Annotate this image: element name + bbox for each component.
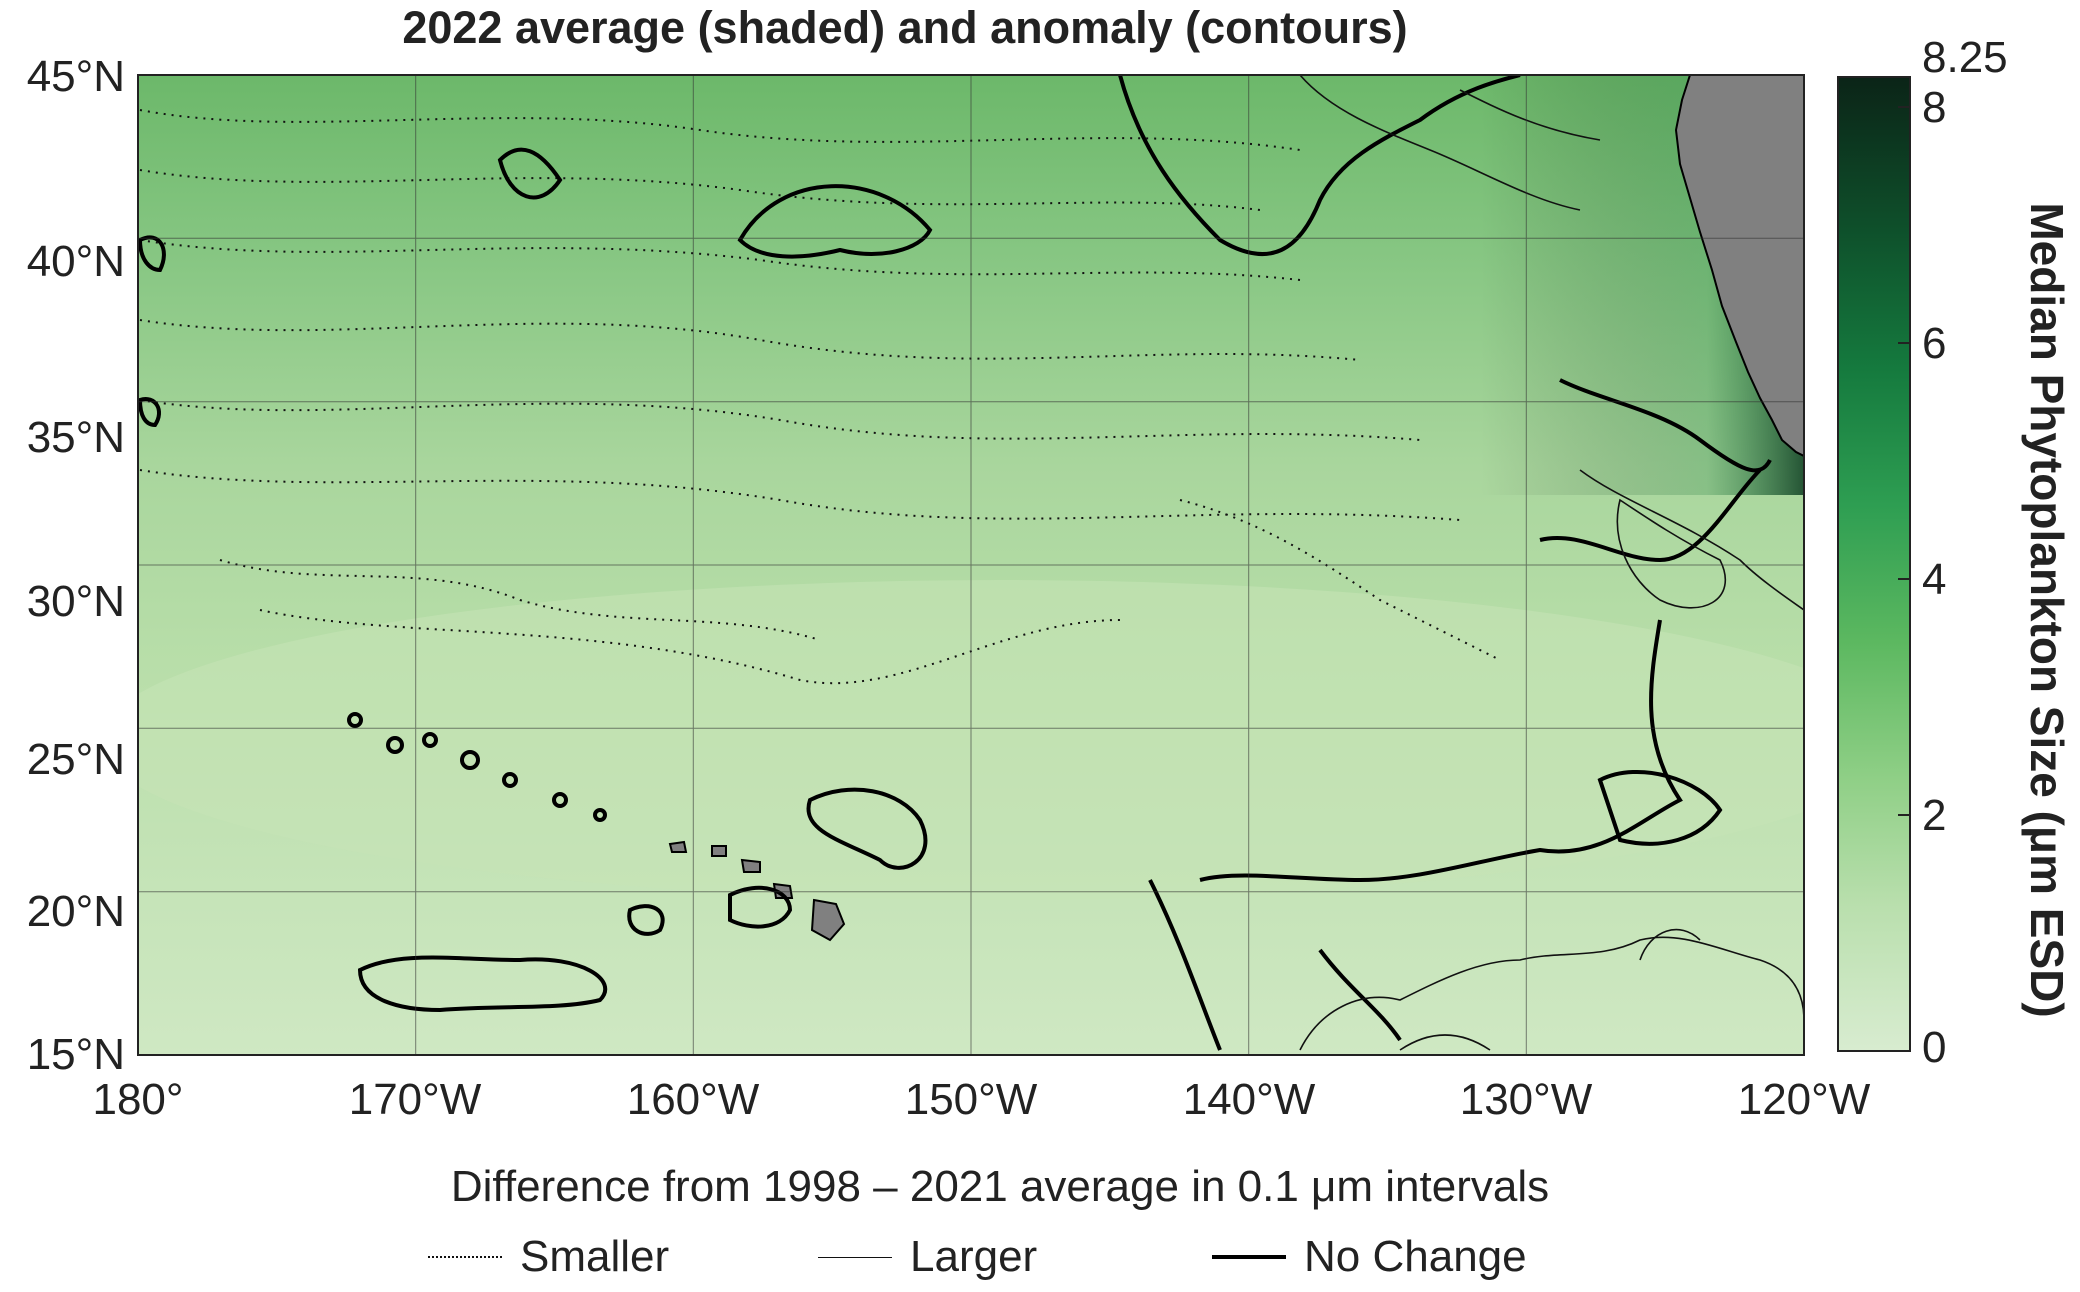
hawaii-islands	[668, 840, 846, 942]
map-grid	[138, 75, 1804, 1055]
legend-item-smaller: Smaller	[428, 1232, 669, 1282]
lat-label-20: 20°N	[26, 887, 125, 936]
legend-label-smaller: Smaller	[520, 1232, 670, 1281]
lon-label-160w: 160°W	[626, 1075, 760, 1124]
colorbar	[1837, 76, 1911, 1052]
colorbar-tick-6: 6	[1922, 319, 1947, 368]
subtropical-band	[138, 580, 1804, 900]
lon-label-120w: 120°W	[1737, 1075, 1871, 1124]
legend-dotted-line	[428, 1256, 502, 1258]
map-content	[138, 75, 1804, 1055]
lat-label-45: 45°N	[26, 52, 125, 101]
smaller-anomaly-contours	[139, 109, 1501, 685]
colorbar-tick-4: 4	[1922, 555, 1947, 604]
lon-label-140w: 140°W	[1182, 1075, 1316, 1124]
legend-thin-line	[818, 1256, 892, 1258]
map-frame	[137, 74, 1805, 1056]
lat-label-40: 40°N	[26, 237, 125, 286]
legend-thick-line	[1212, 1255, 1286, 1259]
legend-label-no-change: No Change	[1304, 1232, 1527, 1281]
legend-item-no-change: No Change	[1212, 1232, 1527, 1282]
lat-label-15: 15°N	[26, 1030, 125, 1079]
colorbar-title: Median Phytoplankton Size (μm ESD)	[2021, 202, 2073, 1018]
lon-label-150w: 150°W	[904, 1075, 1038, 1124]
legend-label-larger: Larger	[910, 1232, 1038, 1281]
colorbar-tick-0: 0	[1922, 1023, 1947, 1072]
colorbar-tick-max: 8.25	[1922, 33, 2008, 82]
colorbar-tick-2: 2	[1922, 791, 1947, 840]
no-change-contours	[138, 75, 1772, 1051]
lon-label-170w: 170°W	[348, 1075, 482, 1124]
legend-item-larger: Larger	[818, 1232, 1037, 1282]
lon-label-180: 180°	[92, 1075, 184, 1124]
larger-anomaly-contours	[1299, 75, 1804, 1051]
lat-label-35: 35°N	[26, 413, 125, 462]
north-america-land	[1674, 75, 1804, 458]
lat-label-25: 25°N	[26, 735, 125, 784]
colorbar-tick-marks	[1898, 106, 1910, 816]
lat-label-30: 30°N	[26, 577, 125, 626]
legend-subtitle: Difference from 1998 – 2021 average in 0…	[450, 1162, 1550, 1211]
colorbar-tick-8: 8	[1922, 83, 1947, 132]
lon-label-130w: 130°W	[1459, 1075, 1593, 1124]
chart-title: 2022 average (shaded) and anomaly (conto…	[402, 2, 1408, 53]
